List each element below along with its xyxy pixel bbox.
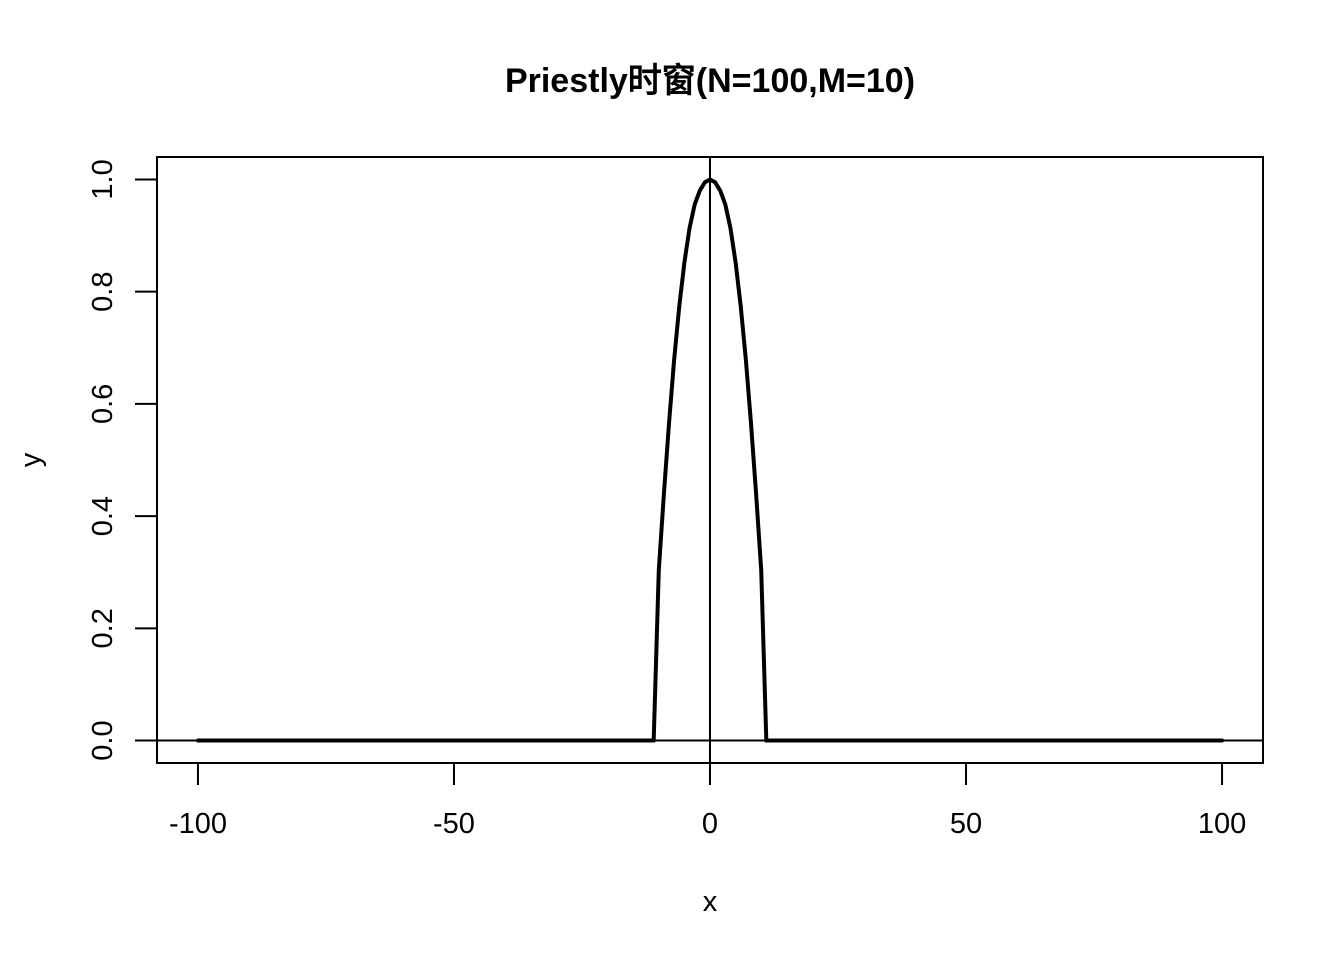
x-axis: -100 -50 0 50 100: [169, 762, 1246, 840]
y-axis: 0.0 0.2 0.4 0.6 0.8 1.0: [87, 159, 158, 761]
chart-title: Priestly时窗(N=100,M=10): [505, 62, 915, 100]
x-tick-label: 50: [950, 808, 982, 840]
x-axis-label: x: [703, 886, 718, 918]
x-tick-label: 0: [702, 808, 718, 840]
reference-lines: [157, 157, 1263, 763]
x-tick-label: 100: [1198, 808, 1246, 840]
y-tick-label: 0.0: [87, 720, 119, 760]
series-layer: [195, 177, 1225, 743]
y-tick-label: 0.8: [87, 272, 119, 312]
y-tick-label: 0.6: [87, 384, 119, 424]
y-tick-label: 0.2: [87, 608, 119, 648]
y-axis-label: y: [15, 452, 47, 467]
y-tick-label: 0.4: [87, 496, 119, 536]
y-tick-label: 1.0: [87, 159, 119, 199]
x-tick-label: -100: [169, 808, 227, 840]
x-tick-label: -50: [433, 808, 475, 840]
series-line: [195, 177, 1225, 743]
